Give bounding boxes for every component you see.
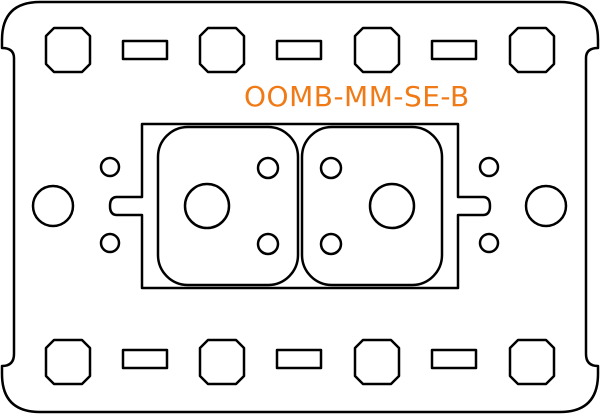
top-octagon-pad-4 — [508, 26, 556, 74]
side-small-hole-4 — [478, 232, 500, 254]
side-small-hole-1 — [99, 156, 121, 178]
right-mounting-hole — [524, 184, 568, 228]
left-center-hole — [183, 182, 231, 230]
top-slot-2 — [275, 39, 323, 61]
part-label: OOMB-MM-SE-B — [244, 80, 470, 113]
bottom-octagon-pad-1 — [44, 338, 92, 386]
cavity-small-hole-1 — [256, 156, 280, 180]
bottom-octagon-pad-2 — [198, 338, 246, 386]
bottom-slot-2 — [275, 348, 323, 370]
bottom-octagon-pad-4 — [508, 338, 556, 386]
side-small-hole-2 — [99, 232, 121, 254]
top-octagon-pad-1 — [44, 26, 92, 74]
bottom-slot-3 — [430, 348, 478, 370]
right-receptacle-cavity — [300, 125, 444, 287]
cavity-small-hole-4 — [319, 232, 343, 256]
right-center-hole — [368, 182, 416, 230]
side-small-hole-3 — [478, 156, 500, 178]
top-octagon-pad-2 — [198, 26, 246, 74]
receptacle-housing — [108, 122, 492, 290]
bottom-slot-1 — [121, 348, 169, 370]
top-slot-3 — [430, 39, 478, 61]
cavity-small-hole-2 — [256, 232, 280, 256]
bottom-octagon-pad-3 — [353, 338, 401, 386]
left-mounting-hole — [31, 184, 75, 228]
left-receptacle-cavity — [156, 125, 300, 287]
top-octagon-pad-3 — [353, 26, 401, 74]
cavity-small-hole-3 — [319, 156, 343, 180]
top-slot-1 — [121, 39, 169, 61]
